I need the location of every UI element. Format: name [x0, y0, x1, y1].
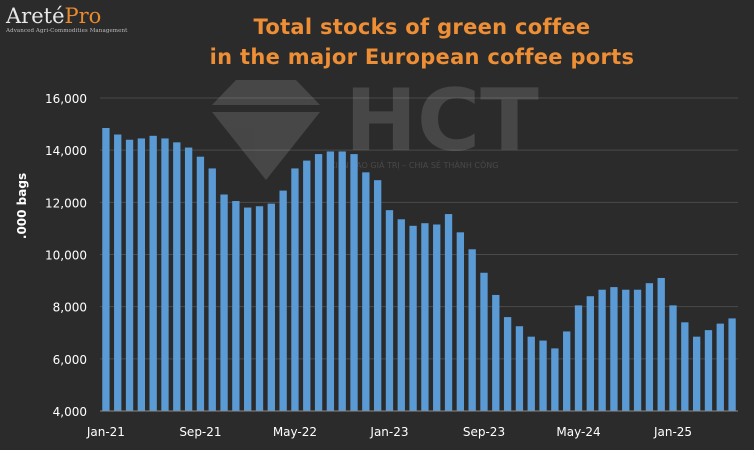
- x-axis-ticks: Jan-21 Sep-21 May-22 Jan-23 Sep-23 May-24 Jan-…: [86, 425, 692, 439]
- chart-title: Total stocks of green coffee in the majo…: [120, 12, 724, 72]
- bar: [574, 305, 583, 411]
- bar: [173, 142, 181, 411]
- bar: [184, 147, 193, 411]
- bar: [385, 210, 394, 411]
- y-tick-label: 14,000: [45, 144, 87, 158]
- y-axis-label: .000 bags: [15, 173, 29, 239]
- x-tick-label: Jan-25: [653, 425, 692, 439]
- x-tick-label: Jan-21: [86, 425, 125, 439]
- bar: [716, 323, 724, 411]
- bar: [515, 326, 524, 411]
- bar: [645, 283, 654, 411]
- bar: [291, 168, 299, 411]
- bar: [692, 336, 701, 411]
- x-tick-label: Sep-23: [463, 425, 505, 439]
- bar: [657, 277, 665, 411]
- bar: [397, 219, 405, 411]
- bar: [704, 330, 713, 411]
- diamond-logo-icon: [212, 80, 320, 180]
- y-tick-label: 12,000: [45, 196, 87, 210]
- y-tick-label: 16,000: [45, 92, 87, 106]
- bar: [279, 190, 287, 411]
- x-tick-label: May-24: [556, 425, 600, 439]
- bar: [622, 289, 630, 411]
- bar: [468, 249, 476, 411]
- logo-tagline: Advanced Agri-Commodities Management: [6, 28, 128, 34]
- bar: [326, 151, 335, 412]
- bar: [255, 206, 264, 411]
- y-tick-label: 4,000: [53, 405, 87, 419]
- y-tick-label: 6,000: [53, 353, 87, 367]
- bar: [539, 340, 547, 411]
- watermark-brand: HCT: [345, 71, 539, 171]
- bar: [681, 322, 689, 411]
- bar: [338, 151, 346, 412]
- y-axis-ticks: 4,000 6,000 8,000 10,000 12,000 14,000 16,000: [45, 92, 87, 419]
- bar: [220, 194, 228, 411]
- bar: [208, 168, 216, 411]
- watermark-tagline: KIẾN TẠO GIÁ TRỊ – CHIA SẺ THÀNH CÔNG: [330, 159, 499, 171]
- bar: [433, 224, 441, 411]
- bar: [303, 160, 311, 411]
- y-tick-label: 8,000: [53, 301, 87, 315]
- x-tick-label: Sep-21: [179, 425, 221, 439]
- bar: [551, 348, 559, 411]
- bar: [350, 154, 358, 411]
- chart-title-line-2: in the major European coffee ports: [209, 45, 635, 69]
- hct-watermark: HCT KIẾN TẠO GIÁ TRỊ – CHIA SẺ THÀNH CÔN…: [212, 71, 539, 180]
- bar: [244, 207, 252, 411]
- bar: [102, 127, 110, 411]
- bar: [232, 201, 240, 411]
- bar: [444, 214, 453, 411]
- chart-title-line-1: Total stocks of green coffee: [253, 15, 591, 39]
- bar: [728, 318, 736, 411]
- bar: [586, 296, 594, 411]
- bar: [633, 289, 642, 411]
- aretepro-logo: AretéPro Advanced Agri-Commodities Manag…: [6, 4, 127, 34]
- bar: [114, 134, 122, 411]
- bar: [492, 294, 500, 411]
- bar: [610, 287, 618, 411]
- bar: [314, 154, 323, 411]
- x-tick-label: May-22: [273, 425, 317, 439]
- bar: [409, 225, 417, 411]
- bar: [503, 317, 512, 411]
- bar: [149, 135, 157, 411]
- bar: [267, 203, 275, 411]
- bar: [125, 139, 134, 411]
- bar: [669, 305, 677, 411]
- bar: [527, 336, 535, 411]
- bar: [362, 172, 370, 411]
- x-tick-label: Jan-23: [369, 425, 408, 439]
- bar: [421, 223, 429, 411]
- bar: [196, 156, 205, 411]
- bar: [137, 138, 146, 411]
- bar: [373, 180, 382, 411]
- logo-wordmark: AretéPro: [6, 4, 102, 28]
- bar: [456, 232, 465, 411]
- bar: [563, 331, 571, 411]
- y-tick-label: 10,000: [45, 249, 87, 263]
- bar: [480, 272, 488, 411]
- bars: [102, 127, 736, 412]
- bar: [161, 138, 169, 411]
- bar: [598, 289, 606, 411]
